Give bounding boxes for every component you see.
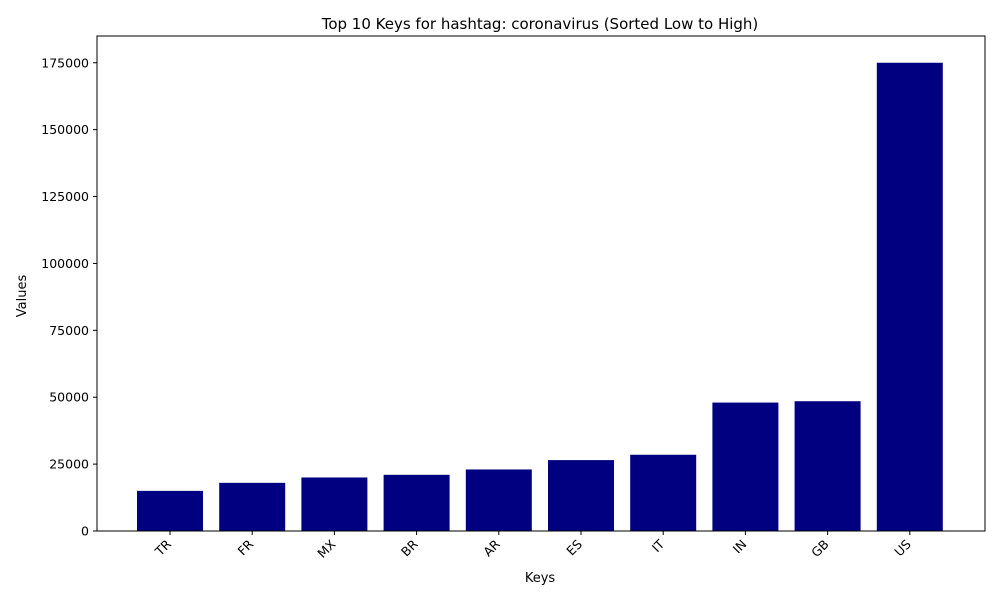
- x-tick-label: ES: [563, 536, 585, 558]
- bar-es: [548, 460, 614, 531]
- x-tick-label: IT: [649, 536, 668, 555]
- y-tick-label: 75000: [49, 323, 89, 338]
- x-tick-label: AR: [480, 536, 503, 559]
- plot-area: [96, 35, 986, 532]
- chart-title: Top 10 Keys for hashtag: coronavirus (So…: [321, 15, 759, 33]
- plot-frame: [96, 35, 986, 532]
- bar-ar: [465, 469, 532, 531]
- bar-gb: [794, 401, 861, 531]
- y-axis-label: Values: [15, 275, 30, 318]
- bar-br: [383, 474, 450, 531]
- bar-us: [876, 62, 943, 532]
- x-tick-label: FR: [234, 536, 256, 558]
- bar-fr: [219, 482, 286, 531]
- y-axis: 0 25000 50000 75000 100000 125000 150000 175000: [41, 55, 97, 539]
- x-tick-label: TR: [151, 536, 174, 559]
- y-tick-label: 100000: [41, 256, 89, 271]
- y-tick-label: 150000: [41, 122, 89, 137]
- bar-mx: [301, 477, 368, 531]
- bar-in: [712, 402, 779, 531]
- y-tick-label: 25000: [49, 457, 89, 472]
- x-tick-label: GB: [808, 537, 832, 561]
- x-tick-label: US: [891, 536, 914, 559]
- x-tick-label: BR: [398, 536, 421, 559]
- x-tick-label: IN: [730, 537, 750, 557]
- y-tick-label: 0: [81, 524, 89, 539]
- x-axis-label: Keys: [525, 571, 556, 586]
- y-tick-label: 50000: [49, 390, 89, 405]
- y-tick-label: 125000: [41, 189, 89, 204]
- x-tick-label: MX: [314, 536, 339, 561]
- y-tick-label: 175000: [41, 55, 89, 70]
- bar-tr: [137, 490, 203, 531]
- bar-it: [630, 454, 697, 531]
- x-axis: TR FR MX BR AR ES IT IN GB US: [151, 531, 914, 561]
